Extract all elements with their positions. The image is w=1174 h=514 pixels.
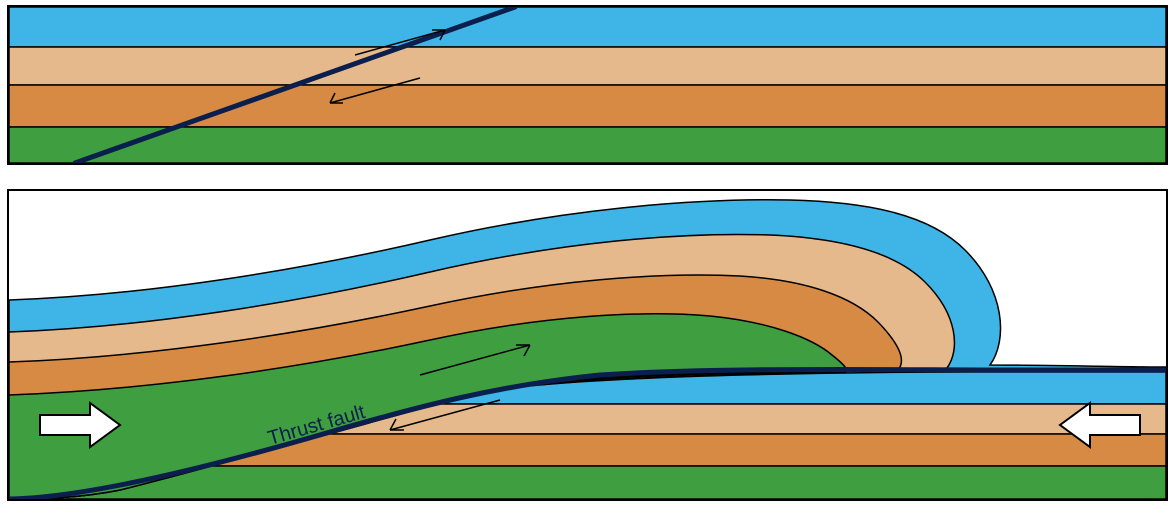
- bottom-panel-content: Thrust fault: [8, 190, 1167, 500]
- thrust-fault-diagram: Thrust fault: [0, 0, 1174, 514]
- diagram-svg: Thrust fault: [0, 0, 1174, 514]
- top-panel-content: [8, 6, 1167, 164]
